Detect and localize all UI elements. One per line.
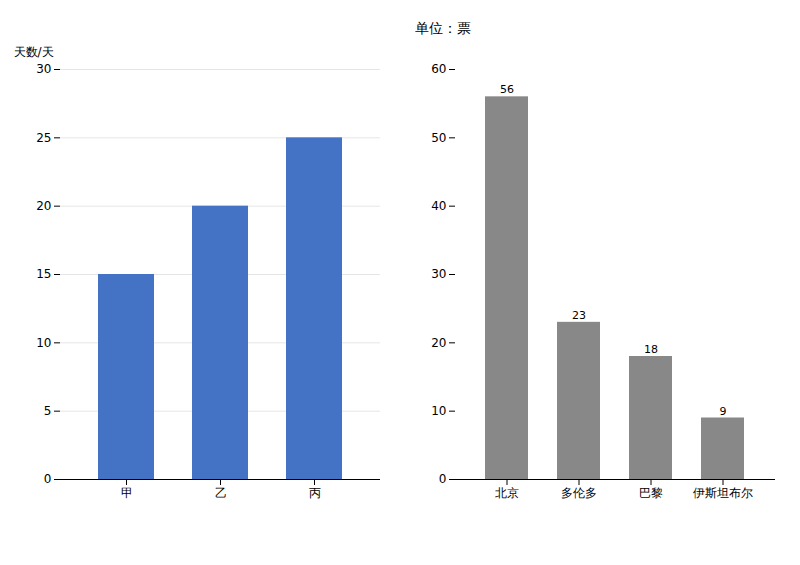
svg-text:10: 10 bbox=[36, 336, 51, 350]
svg-text:15: 15 bbox=[36, 267, 51, 281]
svg-text:40: 40 bbox=[431, 199, 446, 213]
svg-text:10: 10 bbox=[431, 404, 446, 418]
svg-text:25: 25 bbox=[36, 131, 51, 145]
svg-text:56: 56 bbox=[500, 83, 514, 96]
svg-text:20: 20 bbox=[36, 199, 51, 213]
svg-text:5: 5 bbox=[44, 404, 52, 418]
svg-text:多伦多: 多伦多 bbox=[561, 486, 597, 500]
svg-text:丙: 丙 bbox=[309, 486, 321, 500]
svg-text:伊斯坦布尔: 伊斯坦布尔 bbox=[693, 486, 753, 500]
svg-text:北京: 北京 bbox=[495, 486, 519, 500]
svg-text:23: 23 bbox=[572, 309, 586, 322]
svg-text:甲: 甲 bbox=[121, 486, 133, 500]
svg-text:9: 9 bbox=[720, 405, 727, 418]
svg-text:0: 0 bbox=[439, 472, 447, 486]
svg-text:30: 30 bbox=[36, 62, 51, 76]
svg-text:50: 50 bbox=[431, 131, 446, 145]
svg-text:30: 30 bbox=[431, 267, 446, 281]
svg-text:18: 18 bbox=[644, 343, 658, 356]
html-text:单位：票: 单位：票 bbox=[415, 20, 471, 36]
svg-text:乙: 乙 bbox=[215, 486, 227, 500]
svg-text:20: 20 bbox=[431, 336, 446, 350]
svg-text:天数/天: 天数/天 bbox=[14, 45, 54, 59]
svg-text:60: 60 bbox=[431, 62, 446, 76]
svg-text:0: 0 bbox=[44, 472, 52, 486]
svg-text:巴黎: 巴黎 bbox=[639, 486, 663, 500]
